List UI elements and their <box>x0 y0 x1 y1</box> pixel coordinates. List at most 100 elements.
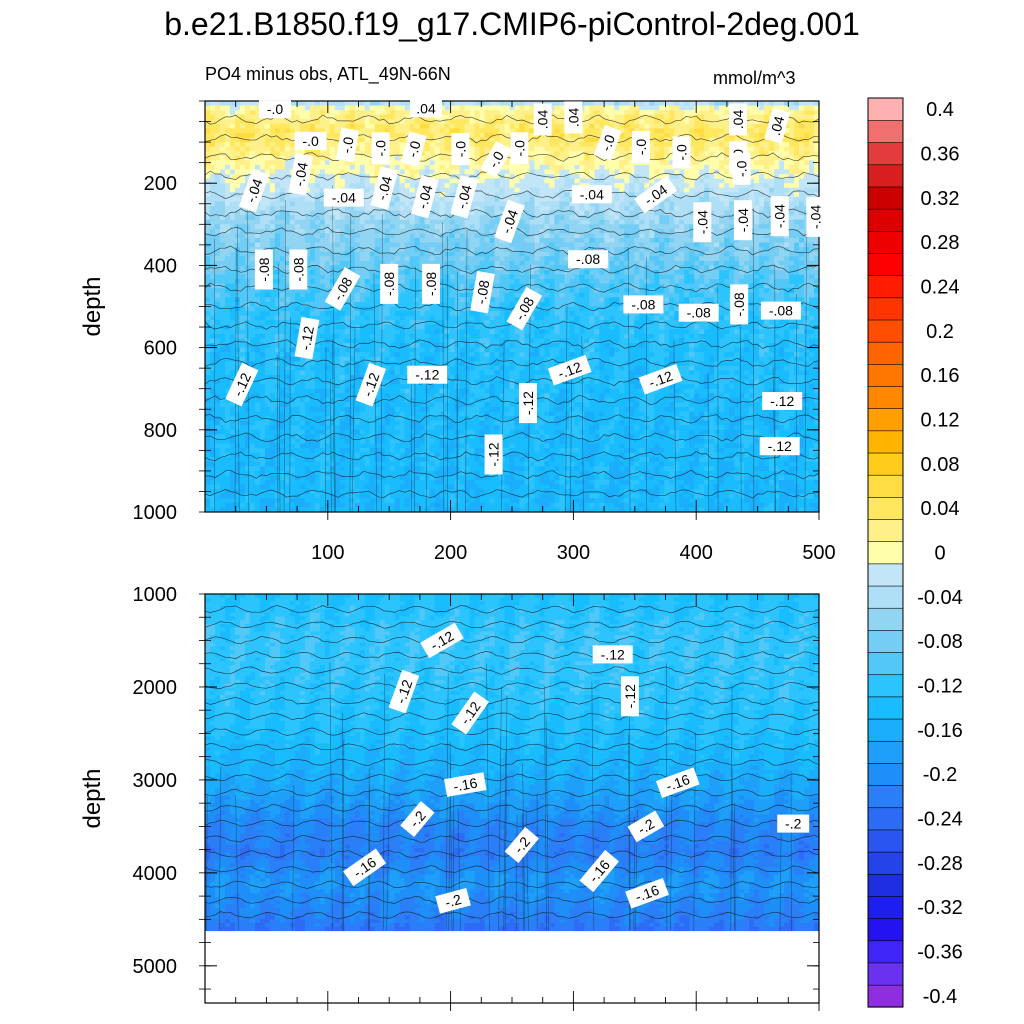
upper-field-cell <box>404 123 411 129</box>
upper-field-cell <box>804 151 810 157</box>
upper-field-cell <box>529 247 536 253</box>
upper-field-cell <box>549 224 556 230</box>
upper-field-cell <box>574 146 580 152</box>
upper-field-cell <box>644 256 650 262</box>
upper-field-cell <box>209 233 216 239</box>
upper-field-cell <box>304 219 311 225</box>
upper-field-cell <box>264 132 271 139</box>
upper-field-cell <box>309 228 316 235</box>
upper-field-cell <box>244 224 251 230</box>
upper-field-cell <box>549 196 556 203</box>
upper-field-cell <box>249 233 256 239</box>
upper-field-cell <box>449 101 456 107</box>
upper-field-cell <box>284 233 291 239</box>
upper-field-cell <box>439 128 446 134</box>
upper-field-cell <box>779 142 785 148</box>
upper-field-cell <box>649 119 655 125</box>
upper-field-cell <box>249 274 256 280</box>
upper-field-cell <box>769 247 775 253</box>
upper-field-cell <box>284 132 291 139</box>
upper-field-cell <box>524 228 531 235</box>
upper-field-cell <box>434 238 441 244</box>
upper-field-cell <box>314 219 321 225</box>
upper-field-cell <box>559 137 566 143</box>
upper-field-cell <box>274 247 281 253</box>
upper-field-cell <box>714 196 720 203</box>
upper-field-cell <box>669 128 675 134</box>
upper-field-cell <box>684 247 690 253</box>
upper-field-cell <box>784 260 790 266</box>
upper-field-cell <box>479 201 486 207</box>
upper-field-cell <box>564 238 570 244</box>
upper-field-cell <box>459 247 466 253</box>
upper-field-cell <box>205 164 211 171</box>
upper-field-cell <box>669 238 675 244</box>
upper-field-cell <box>564 210 570 216</box>
upper-field-cell <box>579 279 585 285</box>
upper-field-cell <box>674 110 680 116</box>
upper-field-cell <box>674 242 680 248</box>
upper-field-cell <box>419 151 426 157</box>
upper-field-cell <box>729 228 735 235</box>
upper-field-cell <box>219 201 226 207</box>
upper-field-cell <box>784 178 790 184</box>
upper-field-cell <box>469 101 476 107</box>
upper-field-cell <box>809 238 815 244</box>
upper-field-cell <box>629 233 635 239</box>
upper-field-cell <box>289 164 296 171</box>
upper-field-cell <box>399 187 406 193</box>
upper-field-cell <box>644 210 650 216</box>
upper-field-cell <box>789 119 795 125</box>
upper-field-cell <box>614 114 620 120</box>
upper-field-cell <box>564 242 570 248</box>
upper-field-cell <box>709 132 715 139</box>
upper-field-cell <box>699 114 705 120</box>
upper-field-cell <box>769 242 775 248</box>
upper-field-cell <box>434 169 441 175</box>
upper-field-cell <box>724 178 730 184</box>
upper-field-cell <box>489 119 496 125</box>
upper-field-cell <box>784 160 790 166</box>
upper-field-cell <box>409 215 416 221</box>
upper-field-cell <box>205 105 211 111</box>
upper-field-cell <box>564 164 570 171</box>
upper-field-cell <box>504 274 511 280</box>
upper-field-cell <box>364 274 371 280</box>
upper-field-cell <box>614 110 620 116</box>
upper-field-cell <box>809 274 815 280</box>
upper-field-cell <box>649 233 655 239</box>
upper-field-cell <box>289 201 296 207</box>
upper-field-cell <box>474 219 481 225</box>
upper-field-cell <box>624 119 630 125</box>
upper-field-cell <box>699 247 705 253</box>
upper-field-cell <box>394 183 401 189</box>
upper-field-cell <box>284 196 291 203</box>
upper-field-cell <box>569 228 575 235</box>
upper-field-cell <box>749 215 755 221</box>
upper-field-cell <box>214 224 221 230</box>
upper-field-cell <box>704 183 710 189</box>
upper-field-cell <box>659 151 665 157</box>
upper-field-cell <box>244 146 251 152</box>
upper-field-cell <box>784 142 790 148</box>
upper-field-cell <box>494 174 501 180</box>
upper-field-cell <box>374 242 381 248</box>
upper-field-cell <box>764 219 770 225</box>
upper-field-cell <box>205 137 211 143</box>
upper-field-cell <box>209 224 216 230</box>
upper-field-cell <box>814 183 819 189</box>
upper-field-cell <box>644 105 650 111</box>
upper-field-cell <box>589 142 595 148</box>
upper-field-cell <box>679 210 685 216</box>
upper-field-cell <box>559 206 566 212</box>
upper-field-cell <box>439 105 446 111</box>
upper-field-cell <box>534 279 541 285</box>
upper-field-cell <box>649 265 655 271</box>
upper-field-cell <box>229 110 236 116</box>
upper-field-cell <box>359 178 366 184</box>
upper-field-cell <box>519 110 526 116</box>
upper-field-cell <box>474 201 481 207</box>
upper-field-cell <box>354 215 361 221</box>
upper-field-cell <box>454 105 461 111</box>
upper-field-cell <box>309 206 316 212</box>
